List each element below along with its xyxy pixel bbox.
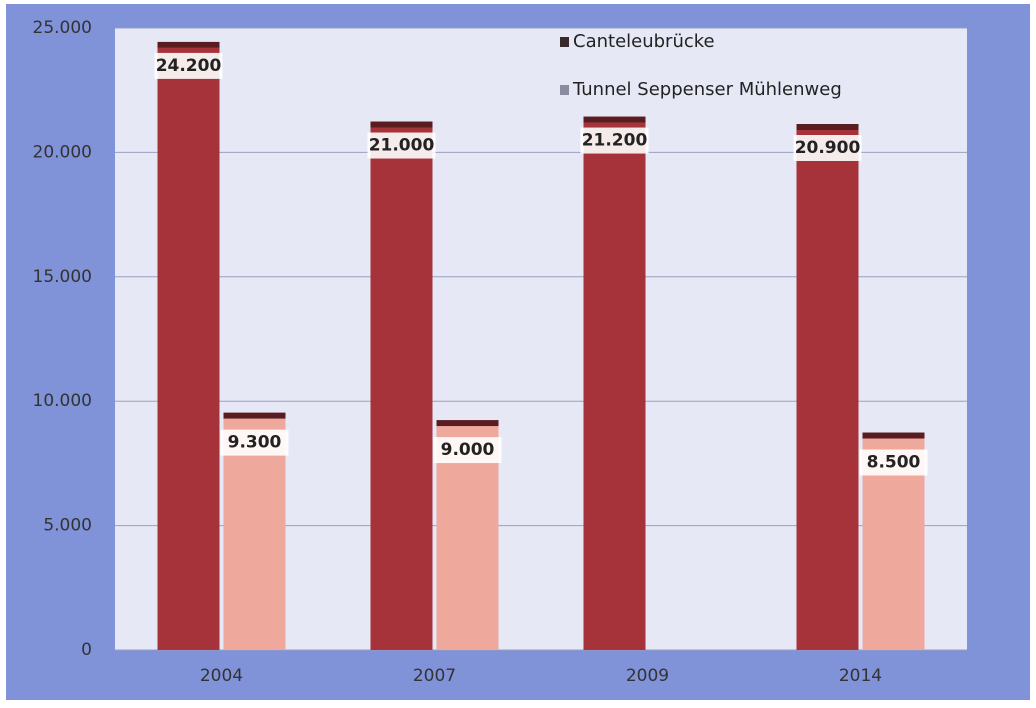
- y-tick-label: 15.000: [33, 267, 92, 287]
- legend-swatch: [560, 85, 569, 95]
- y-tick-label: 25.000: [33, 18, 92, 38]
- value-label: 9.000: [441, 440, 495, 460]
- value-label-box: [859, 449, 928, 476]
- x-tick-label: 2009: [626, 666, 669, 686]
- y-tick-label: 20.000: [33, 142, 92, 162]
- bar: [796, 130, 859, 650]
- value-label: 9.300: [228, 433, 282, 453]
- bar-cap: [436, 420, 499, 427]
- bar-cap: [796, 124, 859, 131]
- value-label: 8.500: [867, 453, 921, 473]
- x-tick-label: 2007: [413, 666, 456, 686]
- value-label-box: [154, 52, 223, 79]
- bar-cap: [862, 432, 925, 439]
- bar-cap: [157, 41, 220, 48]
- legend-label: Canteleubrücke: [573, 31, 715, 52]
- bar: [583, 122, 646, 650]
- x-tick-label: 2014: [839, 666, 882, 686]
- value-label: 20.900: [795, 138, 861, 158]
- legend-label: Tunnel Seppenser Mühlenweg: [572, 79, 842, 100]
- x-tick-label: 2004: [200, 666, 243, 686]
- value-label: 21.200: [582, 131, 648, 151]
- value-label: 21.000: [369, 136, 435, 156]
- bar: [436, 426, 499, 650]
- value-label-box: [220, 429, 289, 456]
- legend-swatch: [560, 37, 569, 47]
- value-label-box: [433, 437, 502, 464]
- bar: [157, 47, 220, 651]
- y-tick-label: 0: [81, 640, 92, 660]
- bar-cap: [223, 412, 286, 419]
- y-tick-label: 5.000: [43, 516, 92, 536]
- y-tick-label: 10.000: [33, 391, 92, 411]
- bar-cap: [583, 116, 646, 123]
- bar-cap: [370, 121, 433, 128]
- value-label-box: [580, 127, 649, 154]
- value-label: 24.200: [156, 56, 222, 76]
- value-label-box: [367, 132, 436, 159]
- bar: [370, 127, 433, 650]
- value-label-box: [793, 135, 862, 162]
- bar: [223, 418, 286, 650]
